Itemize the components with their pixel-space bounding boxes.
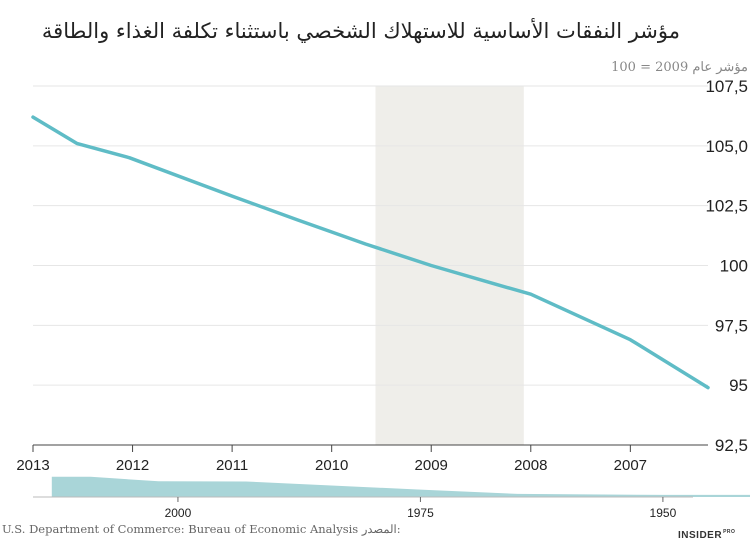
x-tick-label: 2012 bbox=[116, 457, 149, 474]
chart-title: مؤشر النفقات الأساسية للاستهلاك الشخصي ب… bbox=[42, 18, 680, 43]
source-label: المصدر: bbox=[361, 522, 401, 536]
logo-text: INSIDER bbox=[678, 530, 722, 541]
x-tick-label: 2011 bbox=[216, 457, 248, 474]
source: U.S. Department of Commerce: Bureau of E… bbox=[2, 522, 401, 536]
insider-logo: INSIDERPRO bbox=[678, 529, 735, 541]
navigator[interactable]: 2000 1975 1950 bbox=[33, 476, 750, 520]
logo-suffix: PRO bbox=[723, 529, 735, 535]
series-line bbox=[31, 115, 710, 390]
y-tick-label: 107,5 bbox=[705, 77, 748, 96]
y-tick-label: 95 bbox=[729, 376, 748, 395]
chart-subtitle: مؤشر عام 2009 = 100 bbox=[611, 60, 748, 75]
y-tick-label: 105,0 bbox=[705, 137, 748, 156]
x-tick-label: 2008 bbox=[514, 457, 547, 474]
x-axis: 2013 2012 2011 2010 2009 2008 2007 bbox=[16, 445, 647, 474]
y-tick-label: 92,5 bbox=[715, 436, 748, 455]
grid bbox=[33, 85, 708, 446]
navigator-axis: 2000 1975 1950 bbox=[165, 497, 677, 520]
y-tick-label: 100 bbox=[720, 257, 748, 276]
x-tick-label: 2009 bbox=[415, 457, 448, 474]
navigator-tick-label: 1975 bbox=[407, 506, 434, 520]
x-tick-label: 2007 bbox=[614, 457, 647, 474]
y-axis: 107,5 105,0 102,5 100 97,5 95 92,5 bbox=[705, 77, 748, 455]
y-tick-label: 102,5 bbox=[705, 197, 748, 216]
navigator-tick-label: 2000 bbox=[165, 506, 192, 520]
y-tick-label: 97,5 bbox=[715, 316, 748, 335]
x-tick-label: 2013 bbox=[16, 457, 49, 474]
source-text: U.S. Department of Commerce: Bureau of E… bbox=[2, 522, 358, 536]
navigator-area bbox=[51, 476, 750, 497]
navigator-tick-label: 1950 bbox=[650, 506, 677, 520]
x-tick-label: 2010 bbox=[315, 457, 348, 474]
